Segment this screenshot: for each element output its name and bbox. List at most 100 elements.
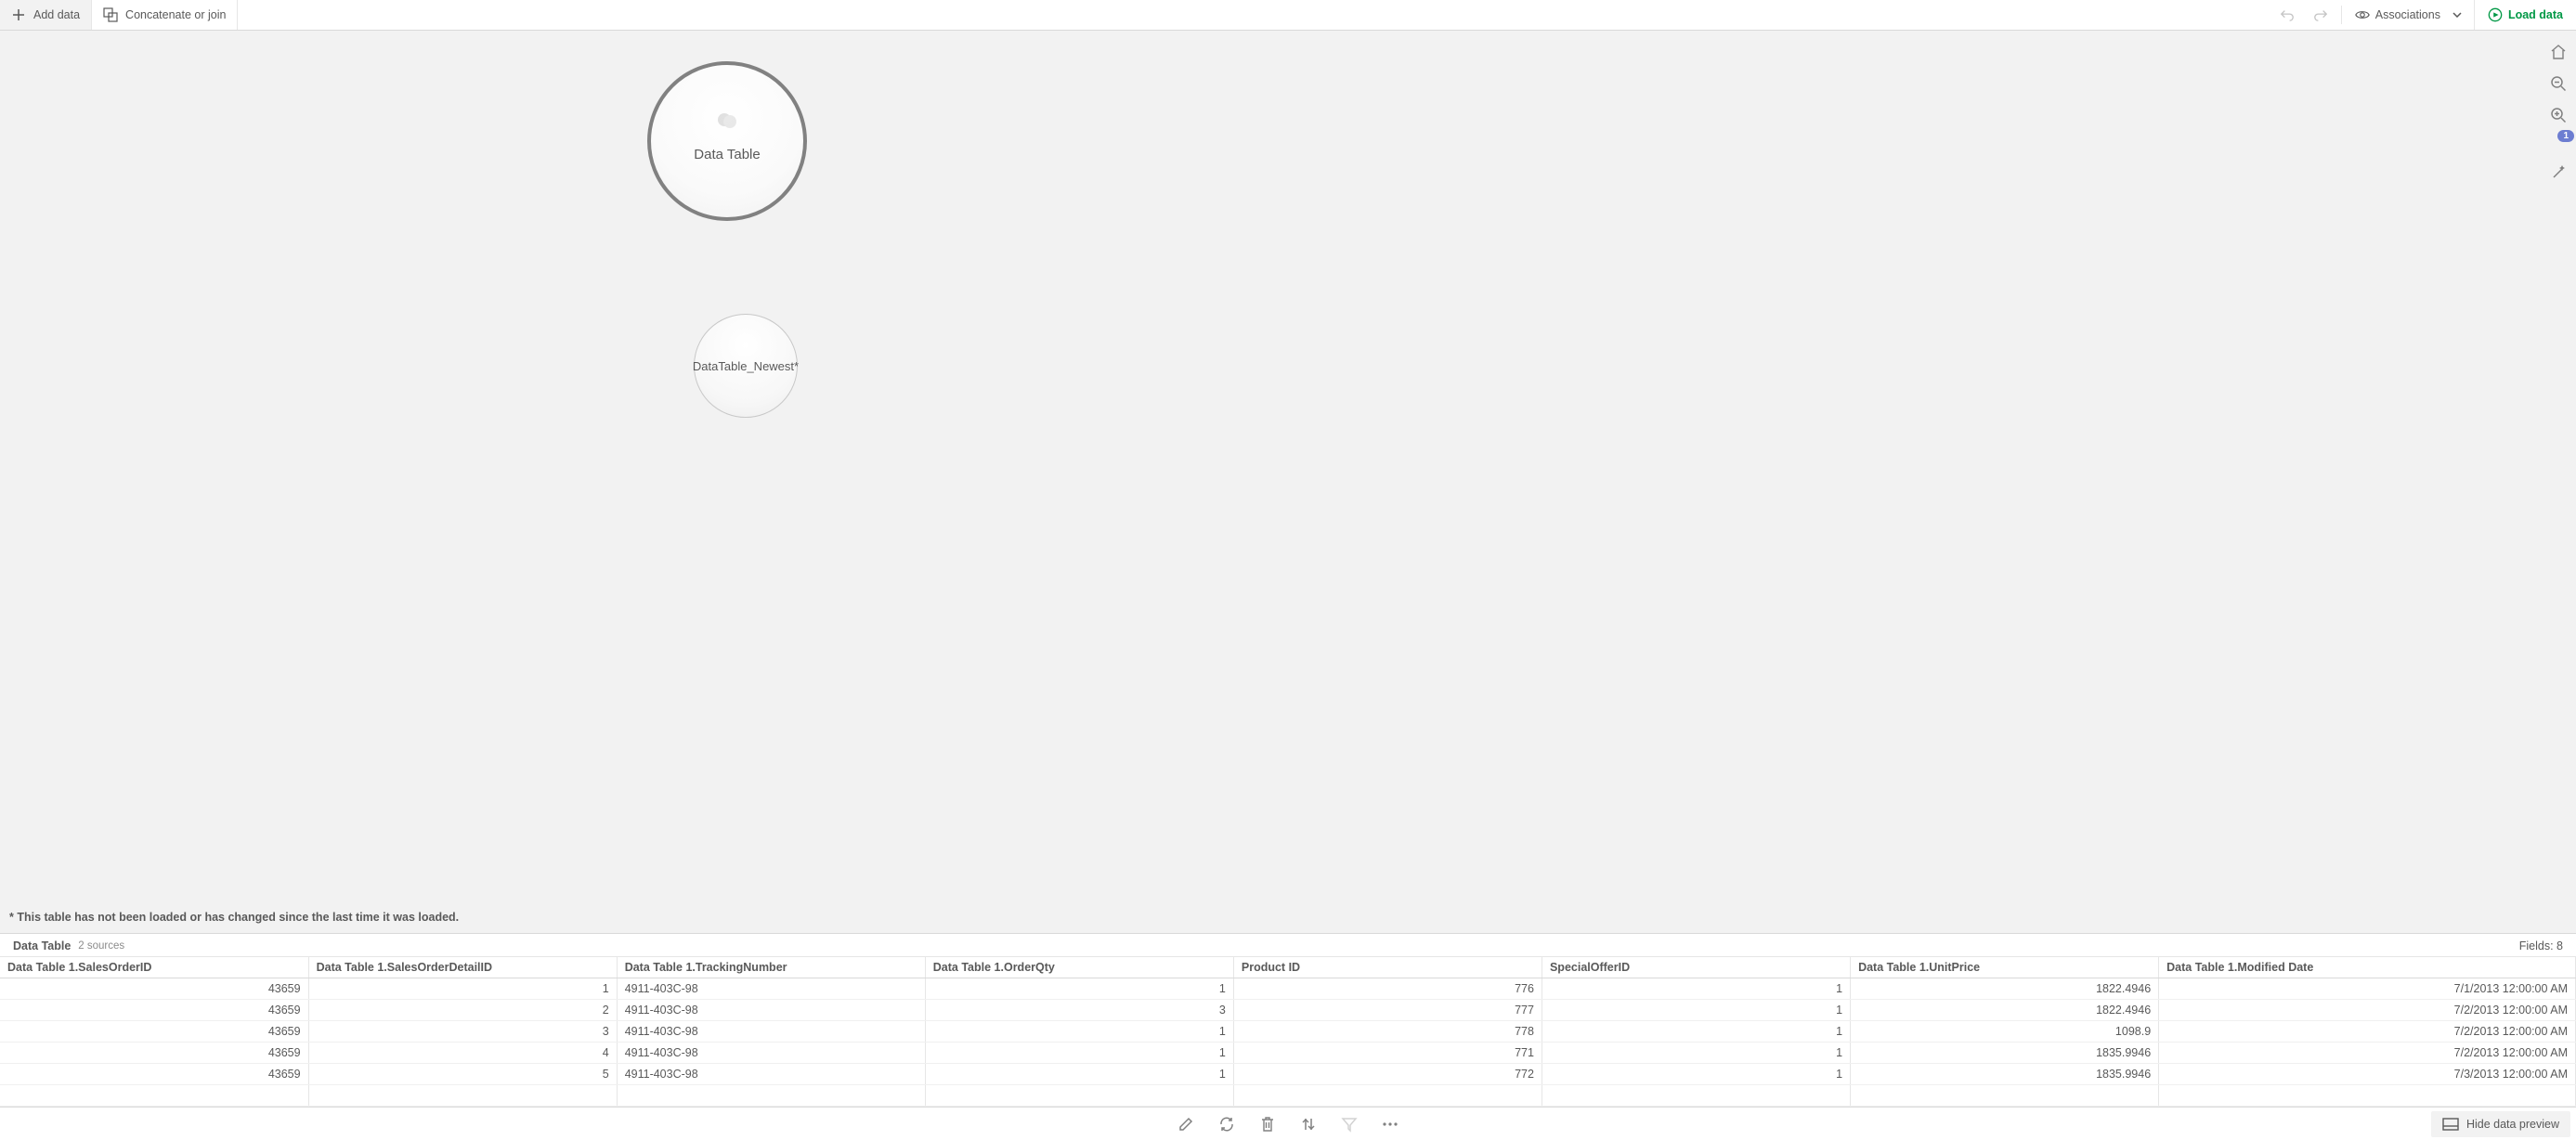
table-cell: 4911-403C-98 bbox=[617, 1043, 925, 1064]
column-header[interactable]: Data Table 1.OrderQty bbox=[925, 957, 1233, 978]
associations-label: Associations bbox=[2375, 8, 2440, 21]
table-cell: 7/3/2013 12:00:00 AM bbox=[2159, 1064, 2576, 1085]
table-cell: 1 bbox=[925, 1021, 1233, 1043]
preview-title: Data Table bbox=[13, 939, 71, 952]
more-horizontal-icon bbox=[1382, 1121, 1399, 1127]
table-cell: 4911-403C-98 bbox=[617, 978, 925, 1000]
load-data-button[interactable]: Load data bbox=[2474, 0, 2576, 30]
table-cell: 43659 bbox=[0, 1043, 308, 1064]
table-cell: 1 bbox=[925, 1064, 1233, 1085]
undo-button[interactable] bbox=[2270, 0, 2304, 30]
zoom-out-icon bbox=[2550, 75, 2567, 92]
hide-preview-button[interactable]: Hide data preview bbox=[2431, 1111, 2570, 1137]
table-row[interactable]: 4365954911-403C-98177211835.99467/3/2013… bbox=[0, 1064, 2576, 1085]
bottom-action-bar: Hide data preview bbox=[0, 1107, 2576, 1140]
data-model-canvas[interactable]: Data Table DataTable_Newest* * This tabl… bbox=[0, 31, 2576, 933]
trash-icon bbox=[1260, 1116, 1275, 1133]
table-cell: 4911-403C-98 bbox=[617, 1000, 925, 1021]
unpivot-icon bbox=[1300, 1116, 1317, 1133]
preview-grid[interactable]: Data Table 1.SalesOrderIDData Table 1.Sa… bbox=[0, 956, 2576, 1108]
preview-table: Data Table 1.SalesOrderIDData Table 1.Sa… bbox=[0, 957, 2576, 1108]
table-cell: 1822.4946 bbox=[1851, 978, 2159, 1000]
chevron-down-icon bbox=[2450, 7, 2465, 22]
column-header[interactable]: Data Table 1.Modified Date bbox=[2159, 957, 2576, 978]
zoom-out-button[interactable] bbox=[2548, 73, 2569, 94]
table-bubble-main-label: Data Table bbox=[694, 147, 760, 162]
add-data-label: Add data bbox=[33, 8, 80, 21]
zoom-in-icon bbox=[2550, 107, 2567, 123]
table-cell: 1835.9946 bbox=[1851, 1043, 2159, 1064]
column-header[interactable]: Data Table 1.SalesOrderDetailID bbox=[308, 957, 617, 978]
column-header[interactable]: Data Table 1.TrackingNumber bbox=[617, 957, 925, 978]
plus-icon bbox=[11, 7, 26, 22]
recommendations-badge: 1 bbox=[2557, 130, 2574, 142]
table-cell: 1 bbox=[1542, 1021, 1850, 1043]
table-cell: 7/2/2013 12:00:00 AM bbox=[2159, 1043, 2576, 1064]
preview-header: Data Table 2 sources Fields: 8 bbox=[0, 934, 2576, 956]
concatenate-icon bbox=[103, 7, 118, 22]
table-cell: 43659 bbox=[0, 1064, 308, 1085]
table-row[interactable]: 4365914911-403C-98177611822.49467/1/2013… bbox=[0, 978, 2576, 1000]
table-row bbox=[0, 1085, 2576, 1107]
concatenate-join-button[interactable]: Concatenate or join bbox=[92, 0, 238, 30]
edit-button[interactable] bbox=[1177, 1115, 1195, 1134]
table-cell: 771 bbox=[1233, 1043, 1542, 1064]
table-row[interactable]: 4365944911-403C-98177111835.99467/2/2013… bbox=[0, 1043, 2576, 1064]
table-cell: 1835.9946 bbox=[1851, 1064, 2159, 1085]
filter-button[interactable] bbox=[1340, 1115, 1359, 1134]
table-cell: 7/1/2013 12:00:00 AM bbox=[2159, 978, 2576, 1000]
associations-button[interactable]: Associations bbox=[2346, 0, 2474, 30]
column-header[interactable]: Data Table 1.SalesOrderID bbox=[0, 957, 308, 978]
table-cell: 776 bbox=[1233, 978, 1542, 1000]
preview-sources: 2 sources bbox=[78, 940, 124, 952]
data-source-icon bbox=[716, 111, 738, 130]
play-circle-icon bbox=[2488, 7, 2503, 22]
unloaded-table-footnote: * This table has not been loaded or has … bbox=[9, 911, 459, 924]
table-bubble-main[interactable]: Data Table bbox=[647, 61, 807, 221]
magic-wand-button[interactable] bbox=[2548, 162, 2569, 183]
pencil-icon bbox=[1177, 1116, 1194, 1133]
table-cell: 43659 bbox=[0, 1000, 308, 1021]
table-header-row: Data Table 1.SalesOrderIDData Table 1.Sa… bbox=[0, 957, 2576, 978]
table-cell: 1 bbox=[1542, 978, 1850, 1000]
magic-wand-icon bbox=[2550, 164, 2567, 181]
table-cell: 1 bbox=[1542, 1043, 1850, 1064]
toolbar-left: Add data Concatenate or join bbox=[0, 0, 238, 30]
home-view-button[interactable] bbox=[2548, 42, 2569, 62]
table-cell: 1098.9 bbox=[1851, 1021, 2159, 1043]
column-header[interactable]: SpecialOfferID bbox=[1542, 957, 1850, 978]
table-cell: 4 bbox=[308, 1043, 617, 1064]
table-cell: 1 bbox=[1542, 1000, 1850, 1021]
table-bubble-secondary[interactable]: DataTable_Newest* bbox=[694, 314, 798, 418]
table-row[interactable]: 4365924911-403C-98377711822.49467/2/2013… bbox=[0, 1000, 2576, 1021]
hide-preview-label: Hide data preview bbox=[2466, 1118, 2559, 1131]
table-cell: 7/2/2013 12:00:00 AM bbox=[2159, 1000, 2576, 1021]
panel-collapse-icon bbox=[2442, 1118, 2459, 1131]
column-header[interactable]: Data Table 1.UnitPrice bbox=[1851, 957, 2159, 978]
table-cell: 7/2/2013 12:00:00 AM bbox=[2159, 1021, 2576, 1043]
table-cell: 43659 bbox=[0, 1021, 308, 1043]
toolbar-right: Associations Load data bbox=[2270, 0, 2576, 30]
bottom-center-actions bbox=[1177, 1115, 1399, 1134]
table-cell: 4911-403C-98 bbox=[617, 1064, 925, 1085]
reload-button[interactable] bbox=[1217, 1115, 1236, 1134]
concatenate-join-label: Concatenate or join bbox=[125, 8, 226, 21]
table-cell: 43659 bbox=[0, 978, 308, 1000]
undo-icon bbox=[2280, 7, 2295, 22]
table-cell: 1 bbox=[925, 1043, 1233, 1064]
table-cell: 4911-403C-98 bbox=[617, 1021, 925, 1043]
column-header[interactable]: Product ID bbox=[1233, 957, 1542, 978]
table-cell: 1 bbox=[308, 978, 617, 1000]
filter-icon bbox=[1341, 1116, 1358, 1133]
table-cell: 2 bbox=[308, 1000, 617, 1021]
unpivot-button[interactable] bbox=[1299, 1115, 1318, 1134]
redo-icon bbox=[2313, 7, 2328, 22]
refresh-icon bbox=[1218, 1116, 1235, 1133]
table-row[interactable]: 4365934911-403C-98177811098.97/2/2013 12… bbox=[0, 1021, 2576, 1043]
zoom-in-button[interactable] bbox=[2548, 105, 2569, 125]
more-options-button[interactable] bbox=[1381, 1115, 1399, 1134]
add-data-button[interactable]: Add data bbox=[0, 0, 92, 30]
delete-button[interactable] bbox=[1258, 1115, 1277, 1134]
redo-button[interactable] bbox=[2304, 0, 2337, 30]
top-toolbar: Add data Concatenate or join bbox=[0, 0, 2576, 31]
